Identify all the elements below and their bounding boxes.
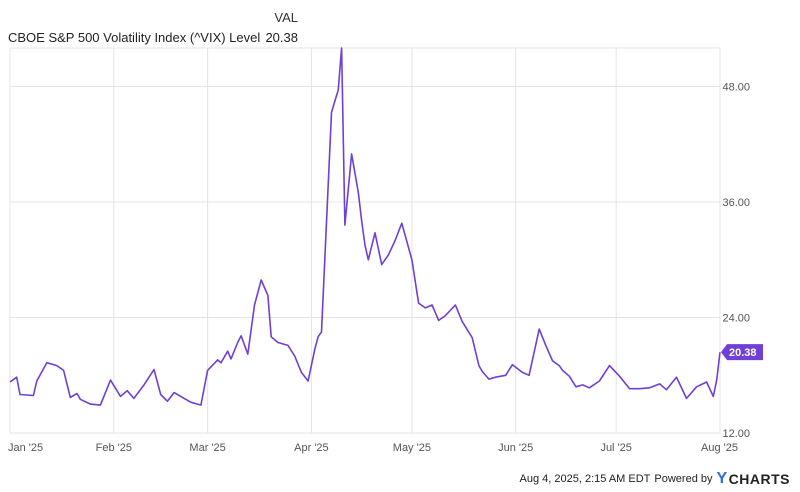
x-tick-label: Jan '25 (8, 442, 43, 454)
x-tick-label: May '25 (393, 442, 431, 454)
y-tick-label: 12.00 (722, 428, 750, 440)
x-tick-label: Apr '25 (294, 442, 329, 454)
last-value-label: 20.38 (729, 347, 757, 359)
x-tick-label: Aug '25 (701, 442, 738, 454)
legend-series-value: 20.38 (265, 30, 298, 45)
x-tick-label: Mar '25 (189, 442, 225, 454)
vix-series-line (9, 47, 721, 406)
ycharts-logo[interactable]: Y CHARTS (716, 470, 790, 488)
y-tick-label: 48.00 (722, 82, 750, 94)
footer-powered-by: Powered by (654, 473, 713, 485)
x-tick-label: Jun '25 (498, 442, 533, 454)
ycharts-logo-mark: Y (716, 470, 728, 487)
legend-column-header: VAL (274, 10, 298, 25)
ycharts-logo-text: CHARTS (728, 471, 790, 487)
x-tick-label: Jul '25 (600, 442, 631, 454)
chart-legend: VAL CBOE S&P 500 Volatility Index (^VIX)… (8, 10, 308, 46)
x-tick-label: Feb '25 (96, 442, 132, 454)
footer-timestamp: Aug 4, 2025, 2:15 AM EDT (519, 473, 651, 485)
legend-series-name[interactable]: CBOE S&P 500 Volatility Index (^VIX) Lev… (8, 30, 261, 45)
last-value-badge (721, 344, 763, 361)
y-tick-label: 36.00 (722, 197, 750, 209)
y-tick-label: 24.00 (722, 313, 750, 325)
chart-footer: Aug 4, 2025, 2:15 AM EDT Powered by Y CH… (520, 470, 790, 488)
